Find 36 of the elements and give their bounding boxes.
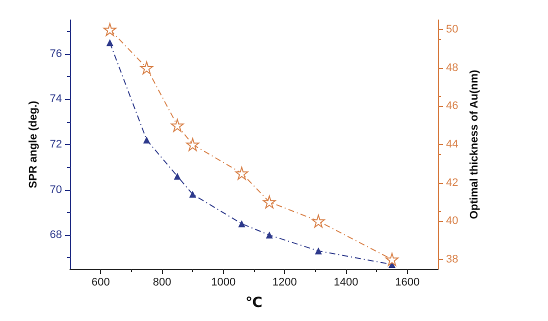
point <box>103 23 116 36</box>
point <box>238 220 246 228</box>
y-tick-label: 74 <box>50 93 62 106</box>
x-tick-label: 1000 <box>211 276 236 288</box>
y2-tick-label: 42 <box>446 176 458 189</box>
y2-axis-title: Optimal thickness of Au(nm) <box>468 70 481 220</box>
point <box>262 195 276 208</box>
point <box>143 136 150 144</box>
y-tick-label: 68 <box>50 229 62 242</box>
y2-tick-label: 50 <box>446 24 458 36</box>
y-tick-label: 72 <box>50 138 62 150</box>
x-axis-title: ℃ <box>246 294 263 310</box>
point <box>266 232 273 239</box>
x-tick-label: 800 <box>152 276 172 288</box>
y-tick-label: 70 <box>50 184 62 196</box>
x-tick-label: 1400 <box>334 276 358 288</box>
point <box>140 61 154 74</box>
point <box>314 247 322 254</box>
point <box>174 172 181 180</box>
x-tick-label: 600 <box>91 276 110 288</box>
point <box>106 39 114 46</box>
y2-tick-label: 46 <box>446 100 458 112</box>
y-tick-label: 76 <box>50 48 62 60</box>
y2-tick-label: 38 <box>446 253 458 266</box>
point <box>189 190 196 198</box>
y2-tick-label: 48 <box>446 62 458 74</box>
point <box>170 118 184 132</box>
y2-tick-label: 40 <box>446 215 458 228</box>
y-axis-title: SPR angle (deg.) <box>27 100 40 188</box>
x-tick-label: 1200 <box>272 276 297 288</box>
y2-tick-label: 44 <box>446 138 458 150</box>
x-tick-label: 1600 <box>395 276 420 288</box>
point <box>312 214 325 228</box>
point <box>235 166 248 180</box>
point <box>186 138 200 151</box>
point <box>386 252 398 266</box>
